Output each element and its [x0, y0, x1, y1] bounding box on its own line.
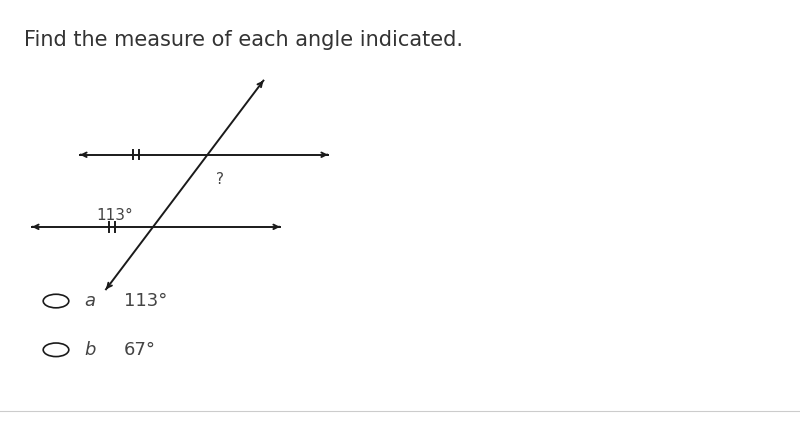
Text: a: a [84, 292, 95, 310]
Text: 113°: 113° [124, 292, 167, 310]
Text: b: b [84, 341, 95, 359]
Text: 113°: 113° [96, 208, 133, 223]
Text: ?: ? [216, 172, 224, 187]
Text: Find the measure of each angle indicated.: Find the measure of each angle indicated… [24, 30, 463, 50]
Text: 67°: 67° [124, 341, 156, 359]
